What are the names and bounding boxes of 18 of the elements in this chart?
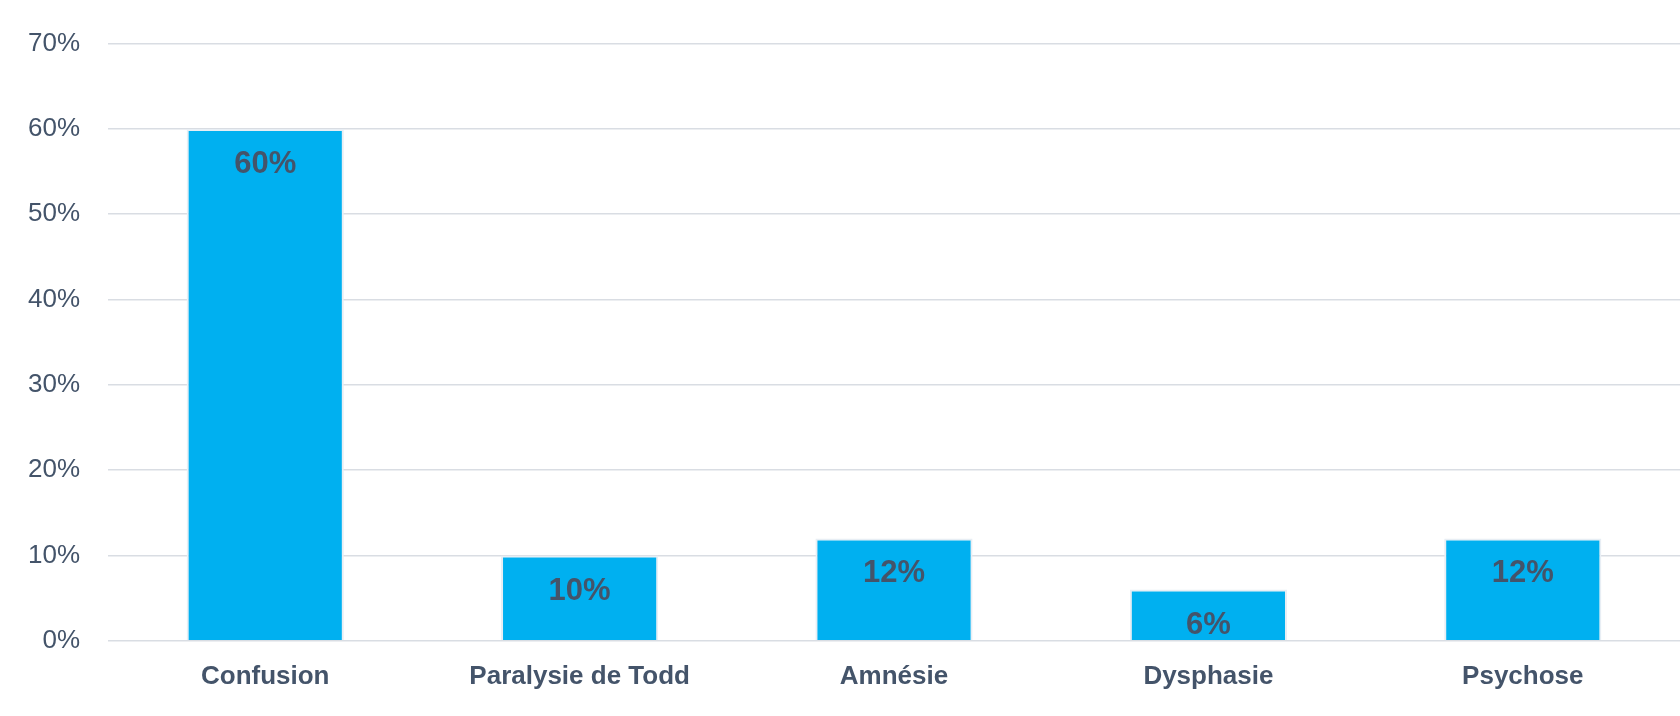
x-tick-label: Psychose — [1462, 659, 1584, 690]
data-label: 60% — [234, 144, 297, 180]
x-tick-label: Amnésie — [839, 659, 949, 690]
y-tick-label: 70% — [27, 26, 81, 57]
y-tick-label: 60% — [27, 112, 81, 143]
y-tick-label: 0% — [42, 623, 81, 654]
data-label: 12% — [863, 554, 926, 590]
x-tick-label: Confusion — [200, 659, 330, 690]
x-tick-label: Dysphasie — [1143, 659, 1274, 690]
x-tick-label: Paralysie de Todd — [469, 659, 690, 690]
y-tick-label: 30% — [27, 368, 81, 399]
y-tick-label: 20% — [27, 453, 81, 484]
data-label: 12% — [1491, 554, 1554, 590]
data-label: 10% — [548, 571, 611, 607]
data-label: 6% — [1186, 605, 1231, 641]
y-tick-label: 50% — [27, 197, 81, 228]
y-tick-label: 10% — [27, 538, 81, 569]
y-tick-label: 40% — [27, 282, 81, 313]
